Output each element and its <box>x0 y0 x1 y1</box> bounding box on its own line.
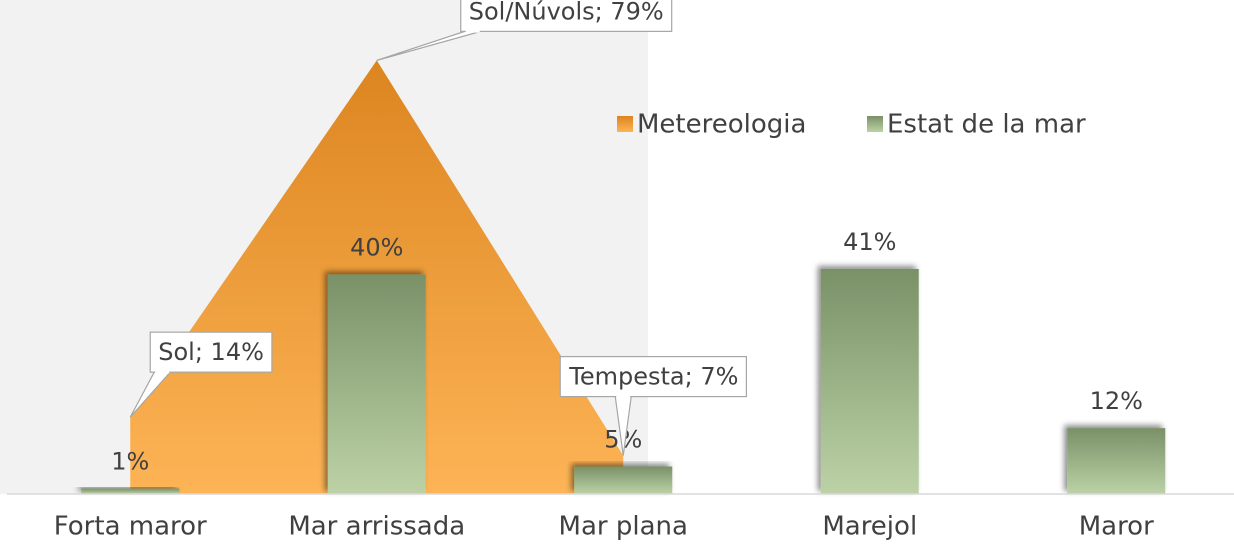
callout-box <box>559 355 747 398</box>
x-tick-label: Marejol <box>822 512 917 542</box>
legend-label: Metereologia <box>637 110 806 140</box>
callout-box <box>149 331 273 373</box>
data-label: 41% <box>843 228 896 256</box>
x-tick-label: Mar arrissada <box>288 512 465 542</box>
data-label: 1% <box>111 448 149 476</box>
callout-label: Sol; 14% <box>158 338 264 366</box>
data-label: 40% <box>350 233 403 261</box>
callout-label: Tempesta; 7% <box>568 363 738 391</box>
legend-label: Estat de la mar <box>887 110 1086 140</box>
x-tick-label: Forta maror <box>54 512 207 542</box>
callout-pointer <box>129 371 171 418</box>
x-tick-label: Maror <box>1079 512 1154 542</box>
legend-swatch <box>867 116 883 132</box>
legend-swatch <box>617 116 633 132</box>
callout-box <box>460 0 673 32</box>
bar <box>1067 428 1166 494</box>
callout-pointer <box>376 30 481 61</box>
bar <box>574 466 673 494</box>
bar <box>820 268 919 494</box>
callout-label: Sol/Núvols; 79% <box>469 0 664 25</box>
bar <box>81 488 180 494</box>
bar <box>327 274 426 494</box>
data-label: 12% <box>1090 387 1143 415</box>
x-tick-label: Mar plana <box>559 512 688 542</box>
callout-pointer <box>614 396 632 456</box>
